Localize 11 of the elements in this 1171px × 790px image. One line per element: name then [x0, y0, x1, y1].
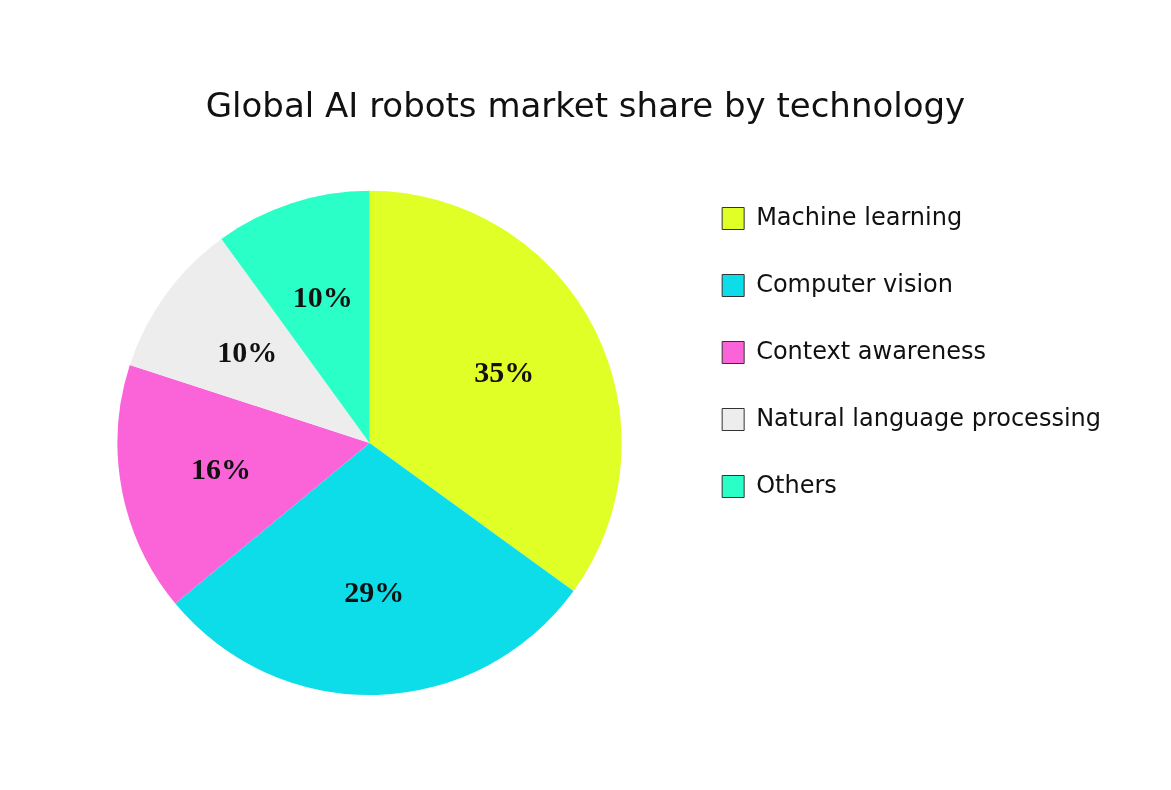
data-label: 35%: [474, 354, 535, 388]
data-label: 10%: [292, 279, 353, 313]
legend-label: Computer vision: [756, 269, 954, 298]
data-label: 10%: [217, 334, 278, 368]
legend-label: Machine learning: [756, 202, 963, 231]
legend-label: Others: [756, 470, 837, 499]
data-label: 29%: [344, 574, 405, 608]
chart-title: Global AI robots market share by technology: [205, 85, 966, 126]
legend-label: Natural language processing: [756, 403, 1101, 432]
data-label: 16%: [190, 451, 251, 485]
legend-label: Context awareness: [756, 336, 986, 365]
